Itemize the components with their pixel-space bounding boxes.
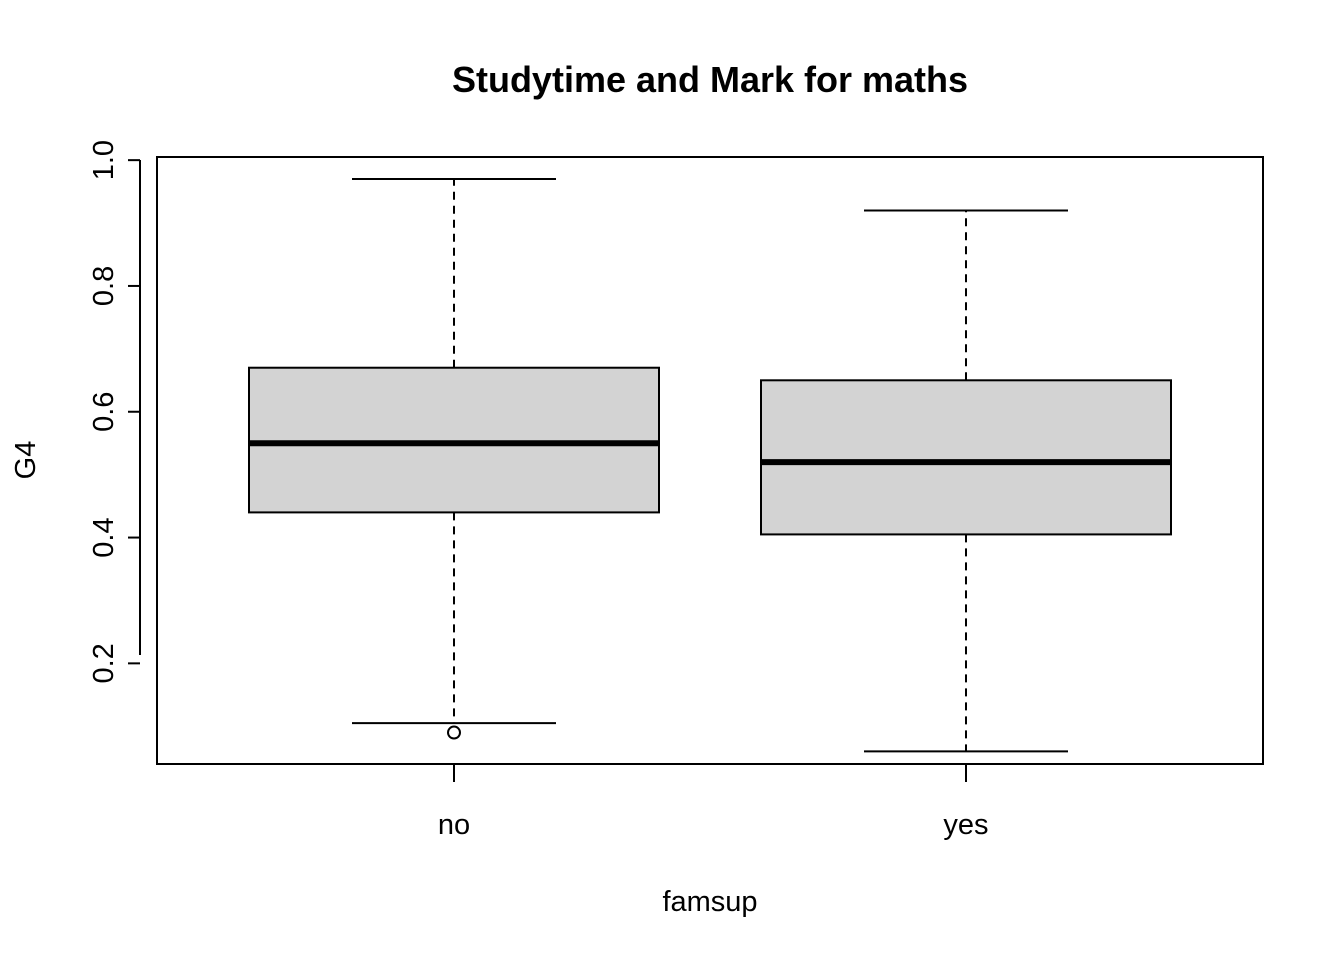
plot-frame <box>156 156 1264 765</box>
box-group-yes <box>760 209 1172 753</box>
y-axis: 0.2 0.4 0.6 0.8 1.0 <box>88 140 141 684</box>
x-axis: no yes <box>438 764 989 841</box>
y-axis-label: G4 <box>10 441 42 480</box>
x-tick-label: yes <box>943 809 988 841</box>
y-tick-label: 0.2 <box>88 643 120 683</box>
outlier-point <box>447 725 461 740</box>
chart-title: Studytime and Mark for maths <box>452 59 968 100</box>
y-tick-label: 0.6 <box>88 392 120 432</box>
plot-marks <box>248 178 1172 753</box>
x-axis-label: famsup <box>662 886 757 918</box>
y-tick-label: 0.8 <box>88 266 120 306</box>
box-group-no <box>248 178 660 740</box>
x-tick-label: no <box>438 809 470 841</box>
y-tick-label: 1.0 <box>88 140 120 180</box>
y-tick-label: 0.4 <box>88 517 120 557</box>
interquartile-box <box>248 366 660 514</box>
interquartile-box <box>760 379 1172 536</box>
